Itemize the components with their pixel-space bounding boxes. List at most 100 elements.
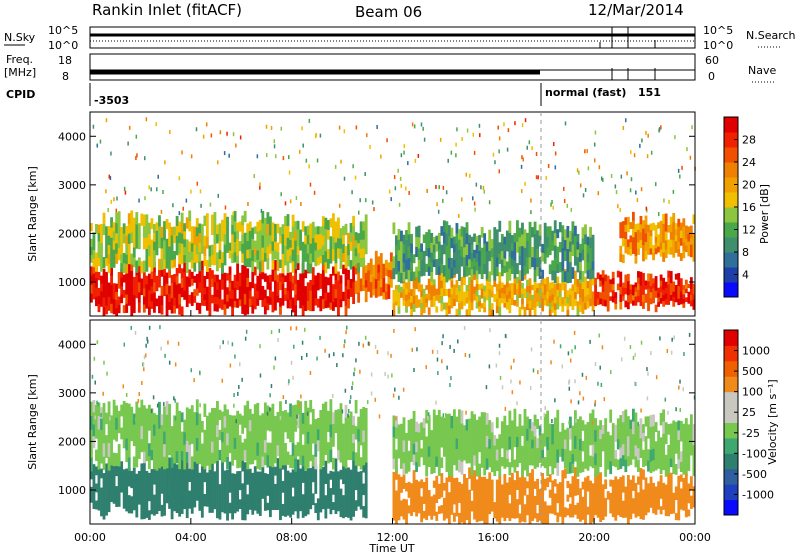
data-cell — [458, 302, 461, 310]
colorbar-swatch — [724, 132, 738, 148]
data-cell — [498, 444, 502, 456]
data-cell — [261, 434, 265, 446]
data-cell — [236, 422, 240, 434]
data-cell — [478, 295, 482, 301]
data-cell — [679, 495, 683, 503]
data-cell — [629, 495, 633, 504]
data-cell — [516, 401, 518, 406]
data-cell — [165, 219, 169, 230]
data-cell — [473, 509, 476, 520]
data-cell — [314, 419, 318, 432]
data-cell — [274, 483, 277, 493]
data-cell — [324, 292, 328, 301]
data-cell — [576, 256, 580, 265]
data-cell — [473, 233, 476, 242]
data-cell — [576, 301, 580, 309]
data-cell — [437, 209, 440, 214]
data-cell — [380, 154, 382, 159]
data-cell — [442, 302, 446, 310]
data-cell — [110, 227, 113, 238]
data-cell — [268, 282, 272, 290]
data-cell — [188, 432, 192, 445]
data-cell — [510, 508, 514, 519]
data-cell — [130, 210, 134, 222]
data-cell — [211, 278, 214, 287]
data-cell — [523, 504, 527, 514]
data-cell — [488, 240, 492, 251]
data-cell — [407, 505, 411, 514]
data-cell — [508, 256, 512, 269]
data-cell — [551, 500, 555, 508]
data-cell — [227, 340, 229, 345]
data-cell — [291, 297, 295, 306]
data-cell — [205, 415, 209, 426]
data-cell — [284, 225, 287, 236]
data-cell — [642, 294, 645, 302]
data-cell — [518, 438, 522, 451]
data-cell — [640, 408, 642, 413]
data-cell — [279, 473, 282, 486]
data-cell — [599, 280, 603, 287]
data-cell — [480, 247, 484, 259]
data-cell — [145, 439, 149, 451]
data-cell — [624, 509, 628, 518]
data-cell — [453, 512, 456, 522]
data-cell — [689, 476, 693, 484]
data-cell — [420, 448, 424, 458]
data-cell — [160, 285, 164, 296]
colorbar-frame — [723, 329, 739, 516]
data-cell — [127, 260, 131, 271]
data-cell — [634, 412, 638, 424]
data-cell — [274, 451, 277, 464]
data-cell — [180, 222, 184, 234]
data-cell — [508, 232, 512, 245]
data-cell — [667, 297, 671, 305]
data-cell — [180, 243, 184, 254]
data-cell — [155, 481, 159, 493]
data-cell — [321, 216, 325, 227]
data-cell — [624, 409, 628, 423]
data-cell — [211, 479, 214, 491]
data-cell — [587, 166, 590, 171]
data-cell — [309, 492, 313, 502]
data-cell — [281, 298, 285, 306]
data-cell — [332, 435, 335, 447]
data-cell — [274, 241, 277, 251]
data-cell — [536, 438, 540, 449]
data-cell — [500, 250, 504, 260]
data-cell — [621, 282, 625, 288]
data-cell — [606, 289, 610, 298]
data-cell — [518, 246, 522, 256]
data-cell — [223, 283, 227, 295]
data-cell — [626, 294, 630, 303]
data-cell — [137, 223, 141, 233]
data-cell — [619, 208, 621, 213]
data-cell — [586, 236, 590, 246]
data-cell — [533, 510, 537, 519]
data-cell — [248, 468, 252, 478]
data-cell — [458, 290, 461, 298]
data-cell — [135, 427, 139, 442]
data-cell — [644, 477, 648, 486]
data-cell — [664, 213, 668, 223]
data-cell — [153, 302, 156, 313]
data-cell — [541, 285, 545, 293]
data-cell — [669, 271, 673, 278]
data-cell — [485, 287, 489, 294]
data-cell — [354, 426, 358, 440]
data-cell — [677, 511, 681, 521]
data-cell — [150, 409, 153, 414]
data-cell — [498, 272, 502, 282]
data-cell — [140, 261, 144, 274]
data-cell — [397, 449, 401, 459]
data-cell — [417, 248, 421, 260]
data-cell — [258, 504, 262, 516]
data-cell — [591, 252, 595, 262]
data-cell — [498, 434, 502, 446]
data-cell — [465, 477, 469, 487]
data-cell — [347, 413, 349, 418]
data-cell — [316, 233, 320, 243]
data-cell — [208, 306, 212, 317]
data-cell — [652, 288, 655, 294]
data-cell — [185, 407, 189, 419]
